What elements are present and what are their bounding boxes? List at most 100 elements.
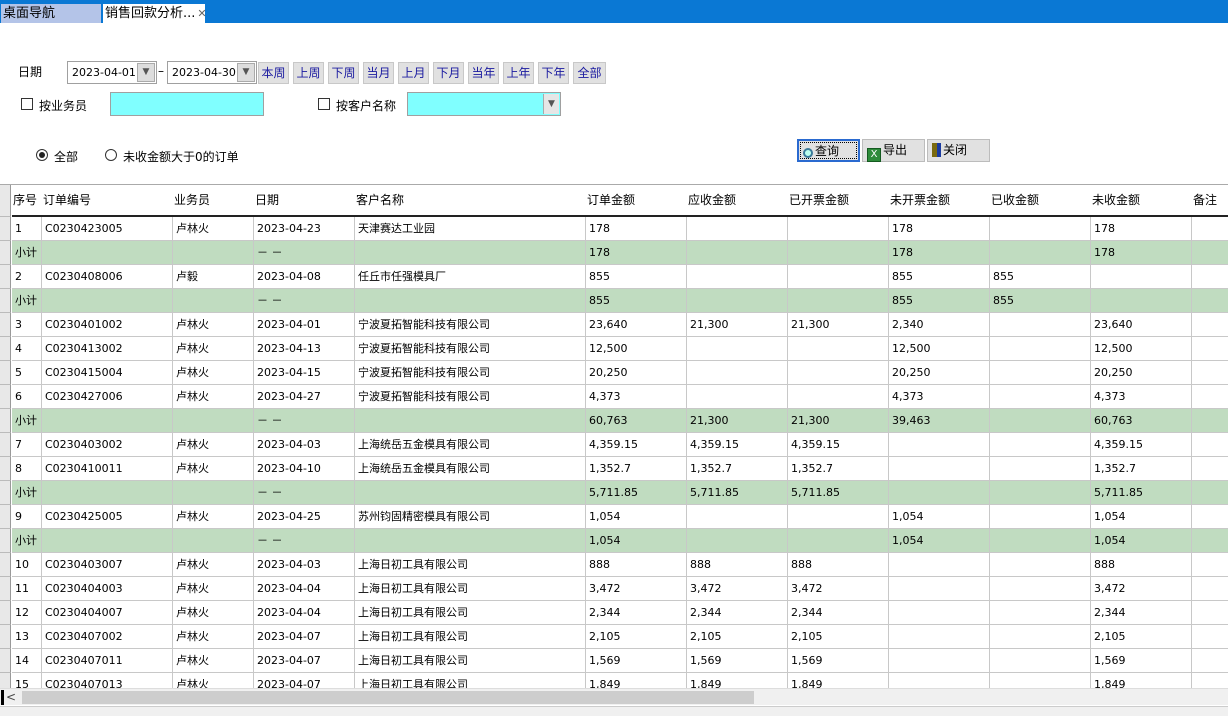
column-header-order-no[interactable]: 订单编号 <box>42 185 173 217</box>
cell-salesman: 卢林火 <box>173 385 254 409</box>
cell-order-no: C0230407011 <box>42 649 173 673</box>
radio-unpaid[interactable] <box>105 149 117 161</box>
cell-seq: 1 <box>12 217 42 241</box>
table-row[interactable]: 7 C0230403002 卢林火 2023-04-03 上海统岳五金模具有限公司 4,3… <box>0 433 1228 457</box>
cell-seq: 3 <box>12 313 42 337</box>
row-selector[interactable] <box>0 313 11 337</box>
table-row[interactable]: 2 C0230408006 卢毅 2023-04-08 任丘市任强模具厂 855 855 85… <box>0 265 1228 289</box>
radio-all[interactable] <box>36 149 48 161</box>
export-button[interactable]: X 导出 <box>862 139 925 162</box>
table-row[interactable]: 15 C0230407013 卢林火 2023-04-07 上海日初工具有限公司 1,84… <box>0 673 1228 688</box>
row-selector[interactable] <box>0 577 11 601</box>
column-header-remark[interactable]: 备注 <box>1192 185 1228 217</box>
column-header-invoiced[interactable]: 已开票金额 <box>788 185 889 217</box>
column-header-seq[interactable]: 序号 <box>12 185 42 217</box>
cell-remark <box>1192 481 1228 505</box>
quick-next-year-button[interactable]: 下年 <box>538 62 569 84</box>
tab-desktop-nav[interactable]: 桌面导航 <box>1 4 101 23</box>
horizontal-scrollbar[interactable]: < <box>0 688 1228 705</box>
cell-order-amount: 1,352.7 <box>586 457 687 481</box>
row-selector[interactable] <box>0 385 11 409</box>
quick-last-week-button[interactable]: 上周 <box>293 62 324 84</box>
column-header-receivable[interactable]: 应收金额 <box>687 185 788 217</box>
row-selector[interactable] <box>0 433 11 457</box>
quick-last-month-button[interactable]: 上月 <box>398 62 429 84</box>
chevron-down-icon[interactable]: ▼ <box>137 63 155 82</box>
cell-order-amount: 2,344 <box>586 601 687 625</box>
table-row[interactable]: 14 C0230407011 卢林火 2023-04-07 上海日初工具有限公司 1,56… <box>0 649 1228 673</box>
query-button[interactable]: 查询 <box>797 139 860 162</box>
cell-customer: 任丘市任强模具厂 <box>355 265 586 289</box>
tab-sales-payment-analysis[interactable]: 销售回款分析... ✕ <box>103 4 207 23</box>
column-header-salesman[interactable]: 业务员 <box>173 185 254 217</box>
table-row[interactable]: 1 C0230423005 卢林火 2023-04-23 天津赛达工业园 178 178 17… <box>0 217 1228 241</box>
quick-last-year-button[interactable]: 上年 <box>503 62 534 84</box>
salesman-input[interactable] <box>110 92 264 116</box>
table-row[interactable]: 9 C0230425005 卢林火 2023-04-25 苏州钧固精密模具有限公司 1,0… <box>0 505 1228 529</box>
row-selector[interactable] <box>0 505 11 529</box>
row-selector[interactable] <box>0 409 11 433</box>
date-to-picker[interactable]: 2023-04-30 ▼ <box>167 61 257 84</box>
cell-uninvoiced <box>889 457 990 481</box>
scroll-left-arrow-icon[interactable]: < <box>6 690 17 704</box>
table-row[interactable]: 6 C0230427006 卢林火 2023-04-27 宁波夏拓智能科技有限公司 4,3… <box>0 385 1228 409</box>
row-selector[interactable] <box>0 481 11 505</box>
quick-next-month-button[interactable]: 下月 <box>433 62 464 84</box>
subtotal-row[interactable]: 小计－ － 855 855 855 <box>0 289 1228 313</box>
table-row[interactable]: 3 C0230401002 卢林火 2023-04-01 宁波夏拓智能科技有限公司 23,… <box>0 313 1228 337</box>
table-row[interactable]: 12 C0230404007 卢林火 2023-04-04 上海日初工具有限公司 2,34… <box>0 601 1228 625</box>
table-row[interactable]: 13 C0230407002 卢林火 2023-04-07 上海日初工具有限公司 2,10… <box>0 625 1228 649</box>
table-row[interactable]: 5 C0230415004 卢林火 2023-04-15 宁波夏拓智能科技有限公司 20,… <box>0 361 1228 385</box>
quick-this-week-button[interactable]: 本周 <box>258 62 289 84</box>
scrollbar-thumb[interactable] <box>22 691 754 704</box>
row-selector[interactable] <box>0 361 11 385</box>
by-salesman-checkbox[interactable] <box>21 98 33 110</box>
row-selector[interactable] <box>0 673 11 688</box>
date-from-picker[interactable]: 2023-04-01 ▼ <box>67 61 157 84</box>
row-selector[interactable] <box>0 625 11 649</box>
quick-all-button[interactable]: 全部 <box>573 62 606 84</box>
row-selector[interactable] <box>0 457 11 481</box>
column-header-order-amount[interactable]: 订单金额 <box>586 185 687 217</box>
chevron-down-icon[interactable]: ▼ <box>543 94 559 114</box>
quick-next-week-button[interactable]: 下周 <box>328 62 359 84</box>
cell-invoiced <box>788 289 889 313</box>
row-selector[interactable] <box>0 649 11 673</box>
subtotal-row[interactable]: 小计－ － 5,711.85 5,711.85 5,711.85 5,711.85 <box>0 481 1228 505</box>
row-selector[interactable] <box>0 601 11 625</box>
row-selector[interactable] <box>0 553 11 577</box>
column-header-customer[interactable]: 客户名称 <box>355 185 586 217</box>
table-row[interactable]: 4 C0230413002 卢林火 2023-04-13 宁波夏拓智能科技有限公司 12,… <box>0 337 1228 361</box>
column-header-uninvoiced[interactable]: 未开票金额 <box>889 185 990 217</box>
row-selector[interactable] <box>0 217 11 241</box>
customer-combobox[interactable]: ▼ <box>407 92 561 116</box>
table-row[interactable]: 10 C0230403007 卢林火 2023-04-03 上海日初工具有限公司 888 8… <box>0 553 1228 577</box>
quick-this-year-button[interactable]: 当年 <box>468 62 499 84</box>
row-selector[interactable] <box>0 337 11 361</box>
close-button[interactable]: 关闭 <box>927 139 990 162</box>
quick-this-month-button[interactable]: 当月 <box>363 62 394 84</box>
table-row[interactable]: 11 C0230404003 卢林火 2023-04-04 上海日初工具有限公司 3,47… <box>0 577 1228 601</box>
row-selector[interactable] <box>0 241 11 265</box>
chevron-down-icon[interactable]: ▼ <box>237 63 255 82</box>
cell-date: 2023-04-08 <box>254 265 355 289</box>
row-selector[interactable] <box>0 185 11 217</box>
cell-customer: 上海统岳五金模具有限公司 <box>355 433 586 457</box>
subtotal-row[interactable]: 小计 － － 178 178 178 <box>0 241 1228 265</box>
close-tab-icon[interactable]: ✕ <box>197 7 207 20</box>
column-header-date[interactable]: 日期 <box>254 185 355 217</box>
cell-invoiced: 21,300 <box>788 409 889 433</box>
cell-order-amount: 888 <box>586 553 687 577</box>
subtotal-row[interactable]: 小计－ － 60,763 21,300 21,300 39,463 60,763 <box>0 409 1228 433</box>
row-selector[interactable] <box>0 529 11 553</box>
table-row[interactable]: 8 C0230410011 卢林火 2023-04-10 上海统岳五金模具有限公司 1,3… <box>0 457 1228 481</box>
column-header-received[interactable]: 已收金额 <box>990 185 1091 217</box>
cell-uninvoiced <box>889 481 990 505</box>
row-selector[interactable] <box>0 289 11 313</box>
row-selector[interactable] <box>0 265 11 289</box>
subtotal-row[interactable]: 小计 － － 1,054 1,054 1,054 <box>0 529 1228 553</box>
by-customer-label: 按客户名称 <box>336 99 397 113</box>
cell-uninvoiced <box>889 625 990 649</box>
by-customer-checkbox[interactable] <box>318 98 330 110</box>
column-header-unreceived[interactable]: 未收金额 <box>1091 185 1192 217</box>
